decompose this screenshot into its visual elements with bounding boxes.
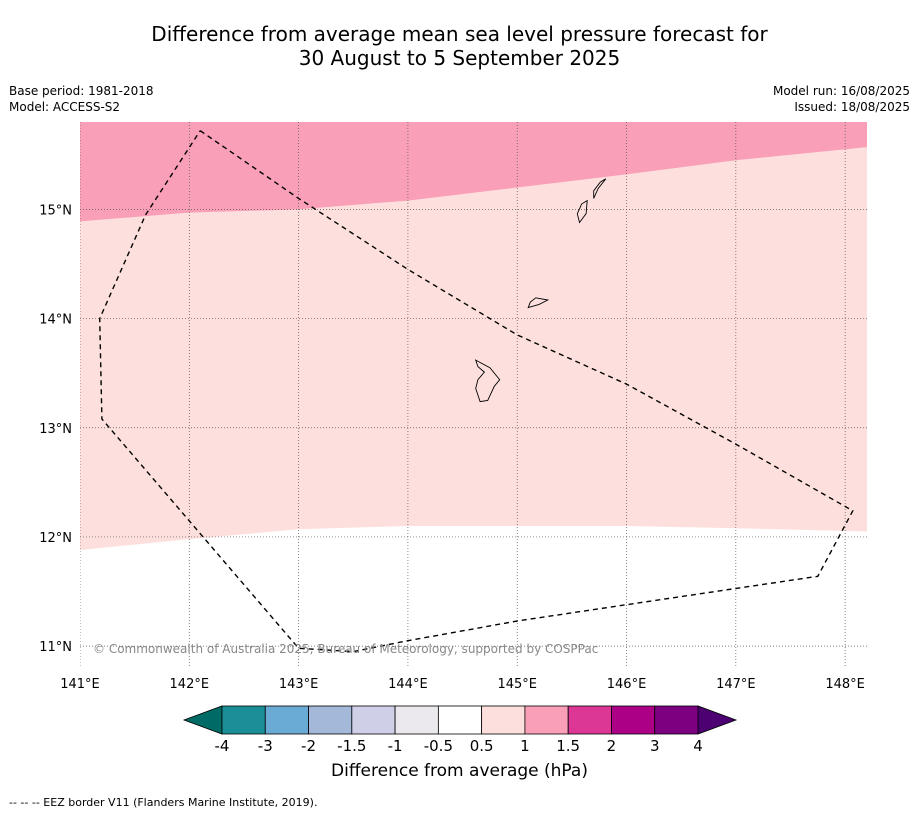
eez-border-line xyxy=(98,130,854,653)
zone-1-to-1.5 xyxy=(80,122,867,222)
colorbar-tick-label: -0.5 xyxy=(424,737,453,755)
lon-tick-label: 145°E xyxy=(497,677,537,692)
base-period: Base period: 1981-2018 xyxy=(9,84,154,98)
island-guam xyxy=(474,359,501,403)
lon-tick-label: 147°E xyxy=(716,677,756,692)
model-name: Model: ACCESS-S2 xyxy=(9,100,121,114)
colorbar-tick-label: 4 xyxy=(693,737,703,755)
colorbar-swatch xyxy=(351,705,396,735)
copyright-notice: © Commonwealth of Australia 2025, Bureau… xyxy=(93,642,598,656)
forecast-map: © Commonwealth of Australia 2025, Bureau… xyxy=(39,122,867,755)
colorbar-tick-label: -3 xyxy=(258,737,273,755)
colorbar-swatch xyxy=(654,705,699,735)
colorbar-tick-label: -4 xyxy=(215,737,230,755)
lon-tick-label: 144°E xyxy=(388,677,428,692)
colorbar-under-arrow xyxy=(182,705,223,735)
colorbar-tick-label: 1 xyxy=(520,737,530,755)
island-saipan xyxy=(593,178,607,199)
colorbar-tick-label: -2 xyxy=(301,737,316,755)
lon-tick-label: 148°E xyxy=(825,677,865,692)
chart-title: Difference from average mean sea level p… xyxy=(0,22,919,70)
colorbar-tick-label: 3 xyxy=(650,737,660,755)
colorbar-tick-label: 2 xyxy=(607,737,617,755)
run-info: Model run: 16/08/2025 Issued: 18/08/2025 xyxy=(773,83,910,115)
colorbar-swatch xyxy=(221,705,266,735)
lon-tick-label: 141°E xyxy=(60,677,100,692)
issued-date: Issued: 18/08/2025 xyxy=(794,100,910,114)
colorbar-swatch xyxy=(264,705,309,735)
lat-tick-label: 14°N xyxy=(39,313,72,328)
eez-footnote: -- -- -- EEZ border V11 (Flanders Marine… xyxy=(9,796,318,809)
colorbar-tick-label: 0.5 xyxy=(470,737,494,755)
colorbar-tick-label: -1.5 xyxy=(337,737,366,755)
title-line-2: 30 August to 5 September 2025 xyxy=(298,46,621,70)
zone-0.5-to-1 xyxy=(80,122,867,551)
colorbar-over-arrow xyxy=(697,705,738,735)
lat-tick-label: 13°N xyxy=(39,422,72,437)
title-line-1: Difference from average mean sea level p… xyxy=(151,22,768,46)
lon-tick-label: 142°E xyxy=(170,677,210,692)
base-info: Base period: 1981-2018 Model: ACCESS-S2 xyxy=(9,83,154,115)
colorbar-swatch xyxy=(611,705,656,735)
island-tinian xyxy=(576,199,588,224)
lat-tick-label: 11°N xyxy=(39,640,72,655)
lat-tick-label: 15°N xyxy=(39,203,72,218)
colorbar-swatch xyxy=(481,705,526,735)
lat-tick-label: 12°N xyxy=(39,531,72,546)
model-run: Model run: 16/08/2025 xyxy=(772,84,910,98)
colorbar-swatch xyxy=(308,705,353,735)
colorbar: -4 -3 -2 -1.5 -1 -0.5 0.5 1 1.5 2 3 4 xyxy=(182,705,738,755)
colorbar-tick-label: -1 xyxy=(388,737,403,755)
colorbar-swatch xyxy=(524,705,569,735)
island-rota xyxy=(527,297,550,309)
colorbar-swatch xyxy=(567,705,612,735)
lon-tick-label: 146°E xyxy=(607,677,647,692)
colorbar-tick-label: 1.5 xyxy=(556,737,580,755)
colorbar-swatch xyxy=(437,705,483,735)
colorbar-title: Difference from average (hPa) xyxy=(331,761,588,781)
colorbar-swatch xyxy=(394,705,439,735)
lon-tick-label: 143°E xyxy=(279,677,319,692)
